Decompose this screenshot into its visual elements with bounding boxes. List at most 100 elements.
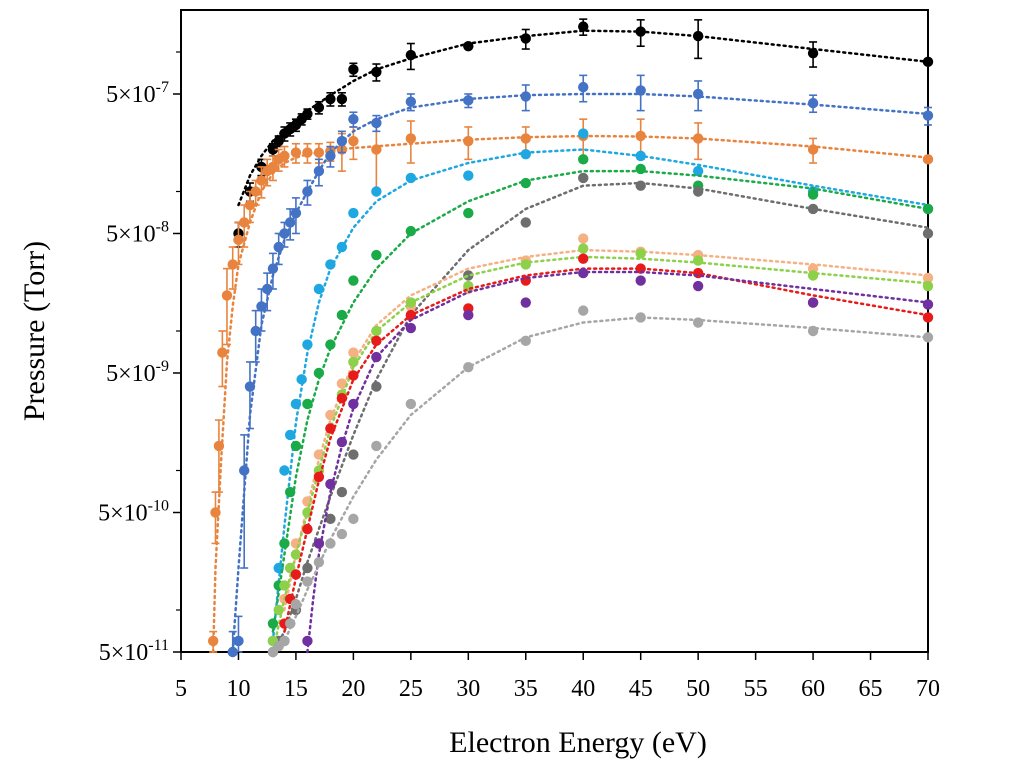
data-point (221, 290, 233, 301)
data-point (520, 177, 531, 189)
data-point (520, 335, 531, 347)
x-tick-label: 30 (456, 676, 480, 702)
data-point (348, 449, 359, 460)
data-point (348, 513, 359, 525)
y-tick-exponent: -7 (156, 79, 169, 96)
data-point (578, 305, 589, 316)
data-point (313, 147, 325, 158)
data-point (922, 110, 934, 121)
series-10 (302, 267, 934, 654)
series-fit-curve (271, 169, 930, 633)
data-point (405, 225, 417, 237)
data-point (348, 370, 359, 381)
y-tick-base: 5×10 (99, 640, 149, 666)
data-point (290, 440, 302, 452)
x-tick-label: 25 (399, 676, 423, 702)
series-4 (267, 128, 934, 647)
data-point (244, 381, 256, 392)
data-point (807, 297, 819, 308)
x-axis-ticks: 5 10 15 20 25 30 35 40 45 50 55 60 65 70 (175, 652, 940, 702)
y-tick-exponent: -8 (156, 218, 169, 235)
data-point (922, 228, 934, 239)
data-point (371, 66, 382, 78)
x-tick-label: 20 (341, 676, 365, 702)
data-point (302, 398, 313, 410)
x-tick-label: 40 (571, 676, 595, 702)
data-point (692, 88, 704, 100)
series-fit-curve (271, 255, 930, 654)
data-point (313, 538, 325, 549)
data-point (336, 436, 348, 448)
data-point (279, 635, 290, 647)
data-point (578, 267, 589, 279)
y-tick-base: 5×10 (106, 221, 156, 247)
y-tick-base: 5×10 (106, 82, 156, 108)
data-point (463, 95, 474, 106)
data-point (405, 297, 417, 308)
series-fit-curve (271, 148, 930, 643)
data-point (692, 133, 704, 144)
data-point (348, 135, 359, 147)
data-point (302, 562, 313, 574)
data-point (227, 259, 238, 270)
data-point (578, 81, 589, 93)
data-point (336, 241, 348, 253)
x-tick-label: 55 (744, 676, 768, 702)
data-point (210, 507, 221, 518)
data-point (807, 48, 819, 59)
x-tick-label: 15 (284, 676, 308, 702)
data-point (405, 49, 417, 61)
series-6 (267, 172, 934, 658)
series-layer (207, 18, 934, 658)
data-point (336, 528, 348, 540)
data-point (325, 538, 336, 549)
data-point (290, 569, 302, 580)
data-point (371, 249, 382, 261)
x-tick-label: 10 (226, 676, 250, 702)
data-point (250, 325, 261, 337)
series-8 (267, 243, 934, 654)
data-point (371, 325, 382, 337)
data-point (233, 234, 244, 246)
y-tick-label: 5×10-9 (106, 358, 169, 387)
series-fit-curve (283, 248, 930, 612)
data-point (371, 335, 382, 347)
data-point (290, 207, 302, 219)
data-point (336, 93, 348, 105)
data-point (635, 248, 646, 259)
data-point (267, 263, 279, 274)
data-point (578, 172, 589, 184)
data-point (922, 332, 934, 343)
series-fit-curve (306, 270, 930, 654)
data-point (284, 429, 296, 441)
data-point (207, 635, 219, 647)
data-point (520, 149, 531, 160)
data-point (578, 243, 589, 254)
series-3 (227, 74, 934, 658)
data-point (371, 144, 382, 155)
data-point (635, 26, 646, 37)
data-point (520, 91, 531, 102)
series-fit-curve (271, 181, 930, 654)
data-point (348, 207, 359, 219)
data-point (405, 96, 417, 107)
data-point (290, 549, 302, 560)
data-point (520, 133, 531, 144)
data-point (635, 275, 646, 286)
data-point (348, 398, 359, 410)
data-point (325, 513, 336, 525)
data-point (348, 113, 359, 125)
data-point (348, 275, 359, 286)
data-point (302, 108, 313, 120)
data-point (463, 362, 474, 373)
data-point (807, 203, 819, 215)
x-tick-label: 35 (514, 676, 538, 702)
data-point (336, 486, 348, 498)
data-point (463, 207, 474, 219)
x-axis-title: Electron Energy (eV) (449, 726, 707, 759)
data-point (922, 272, 934, 284)
data-point (922, 299, 934, 310)
data-point (371, 440, 382, 452)
y-axis-title: Pressure (Torr) (18, 241, 51, 421)
data-point (371, 381, 382, 392)
